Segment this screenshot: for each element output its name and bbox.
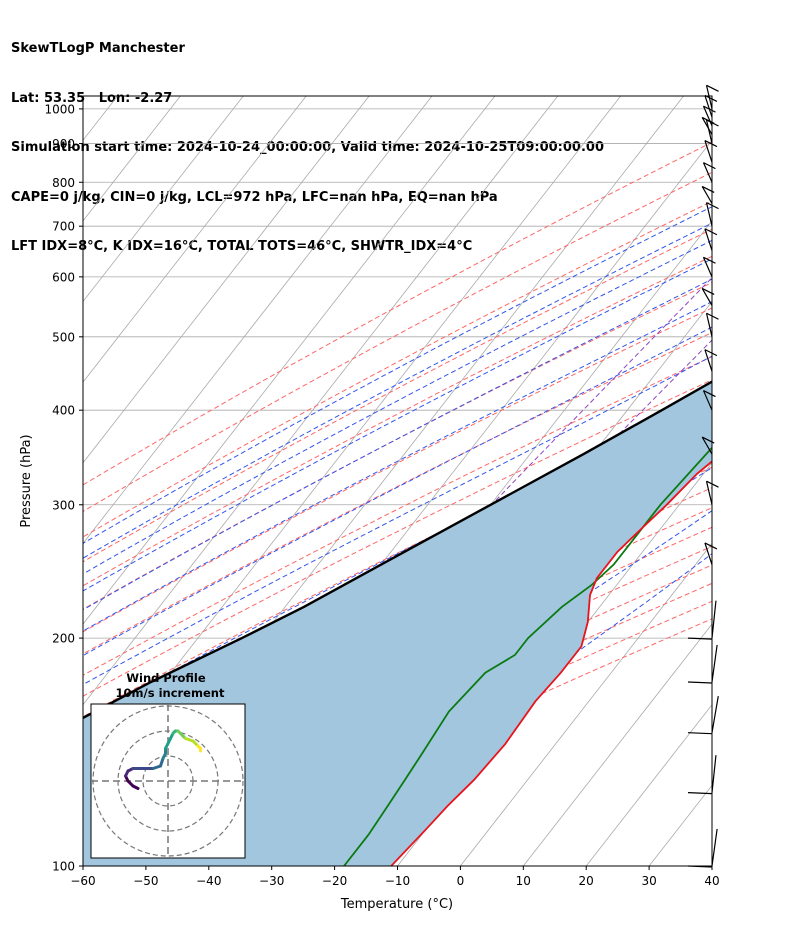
wind-barb — [704, 228, 718, 251]
wind-barb — [705, 480, 719, 505]
wind-barb — [705, 119, 719, 144]
x-tick-label: 0 — [457, 874, 465, 888]
wind-barb — [701, 287, 715, 306]
moist-adiabat — [112, 510, 712, 866]
title-indices-stability: LFT IDX=8°C, K IDX=16°C, TOTAL TOTS=46°C… — [11, 239, 473, 254]
y-tick-label: 800 — [52, 176, 75, 190]
isotherm — [83, 96, 244, 303]
x-axis-label: Temperature (°C) — [340, 897, 453, 912]
title-station: SkewTLogP Manchester — [11, 41, 185, 56]
x-tick-label: −20 — [322, 874, 347, 888]
x-tick-label: −60 — [70, 874, 95, 888]
parcel-profile-line — [83, 380, 712, 720]
y-axis-label: Pressure (hPa) — [19, 434, 34, 527]
wind-barb — [704, 542, 718, 565]
wind-barb — [704, 349, 718, 372]
dry-adiabat — [83, 255, 712, 587]
wind-barb — [705, 202, 719, 227]
moist-adiabat — [83, 206, 712, 544]
wind-barb — [687, 600, 717, 640]
hodograph-inset: Wind Profile 10m/s increment — [90, 671, 246, 859]
x-tick-label: 10 — [516, 874, 531, 888]
dry-adiabat — [83, 402, 712, 718]
wind-barb — [705, 312, 719, 337]
x-tick-label: 30 — [641, 874, 656, 888]
title-indices-cape: CAPE=0 j/kg, CIN=0 j/kg, LCL=972 hPa, LF… — [11, 189, 498, 205]
isotherm — [522, 623, 712, 866]
y-tick-label: 600 — [52, 270, 75, 284]
y-tick-label: 300 — [52, 498, 75, 512]
wind-barb — [687, 696, 719, 735]
y-tick-label: 400 — [52, 404, 75, 418]
x-tick-label: −50 — [133, 874, 158, 888]
moist-adiabat — [83, 222, 712, 559]
x-tick-label: 40 — [704, 874, 719, 888]
x-tick-label: −40 — [196, 874, 221, 888]
y-tick-label: 200 — [52, 632, 75, 646]
wind-barb — [704, 139, 718, 163]
dry-adiabat — [83, 141, 712, 486]
wind-barb — [701, 185, 715, 204]
wind-barb — [702, 256, 716, 278]
isotherm — [585, 704, 712, 866]
wind-barb — [701, 436, 715, 455]
dry-adiabat — [83, 379, 712, 697]
moist-adiabat — [83, 258, 712, 592]
dry-adiabat — [83, 545, 712, 848]
y-tick-label: 700 — [52, 220, 75, 234]
temperature-line — [390, 460, 712, 866]
title-location: Lat: 53.35 Lon: -2.27 — [11, 90, 173, 106]
y-tick-label: 900 — [52, 137, 75, 151]
isotherm — [83, 96, 370, 464]
dry-adiabat — [83, 171, 712, 512]
isotherm — [83, 96, 496, 625]
wind-barb — [687, 644, 718, 684]
x-tick-label: 20 — [579, 874, 594, 888]
wind-barb — [704, 94, 718, 118]
isotherm — [83, 96, 433, 545]
isotherm — [775, 96, 794, 866]
dry-adiabat — [83, 228, 712, 563]
dewpoint-line — [343, 446, 712, 866]
y-tick-label: 100 — [52, 860, 75, 874]
wind-barb — [702, 390, 716, 411]
isotherm — [711, 865, 712, 866]
dry-adiabat — [83, 200, 712, 538]
x-tick-label: −30 — [259, 874, 284, 888]
wind-barb — [687, 828, 718, 868]
moist-adiabat — [83, 301, 712, 632]
wind-barb — [687, 755, 717, 795]
hodograph-subtitle: 10m/s increment — [116, 686, 225, 700]
moist-adiabat — [83, 239, 712, 575]
y-tick-label: 500 — [52, 330, 75, 344]
dry-adiabat — [83, 332, 712, 655]
isotherm — [83, 96, 307, 383]
x-tick-label: −10 — [385, 874, 410, 888]
hodograph-title: Wind Profile — [126, 671, 206, 685]
isotherm — [83, 96, 559, 706]
y-tick-label: 1000 — [44, 102, 75, 116]
wind-barb — [702, 162, 716, 183]
isotherm — [460, 542, 712, 866]
moist-adiabat — [83, 278, 712, 611]
